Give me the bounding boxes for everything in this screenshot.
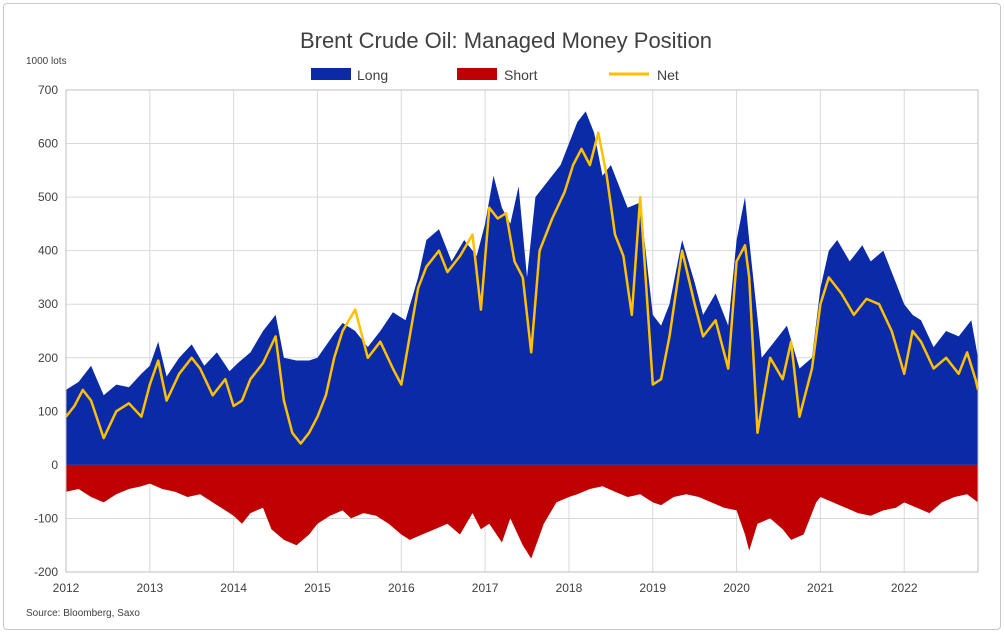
unit-label: 1000 lots [26,56,67,67]
y-tick-label-8: 600 [38,137,58,151]
y-tick-label-1: -100 [34,511,58,525]
legend-label-long: Long [357,67,388,83]
y-tick-label-5: 300 [38,297,58,311]
y-tick-label-9: 700 [38,83,58,97]
plot-border [65,89,979,573]
x-tick-label-2: 2014 [220,581,247,595]
x-tick-label-5: 2017 [472,581,499,595]
plot-areas [65,111,980,559]
x-tick-label-8: 2020 [723,581,750,595]
series-short-area [66,464,978,559]
x-tick-label-6: 2018 [556,581,583,595]
y-tick-label-4: 200 [38,351,58,365]
source-note: Source: Bloomberg, Saxo [26,608,140,619]
legend-swatch-short [457,68,497,80]
y-axis-ticks: -200 -100 0 100 200 300 400 500 600 700 [34,83,58,579]
legend-label-net: Net [657,67,679,83]
x-tick-label-1: 2013 [136,581,163,595]
x-axis-ticks: 2012 2013 2014 2015 2016 2017 2018 2019 2020 2021… [53,581,918,595]
y-tick-label-7: 500 [38,190,58,204]
chart-svg: Brent Crude Oil: Managed Money Position … [26,28,980,619]
y-tick-label-0: -200 [34,565,58,579]
series-net-line [65,131,980,445]
x-tick-label-10: 2022 [891,581,918,595]
x-tick-label-4: 2016 [388,581,415,595]
chart-frame: Brent Crude Oil: Managed Money Position … [3,3,1001,630]
series-long-area [66,111,978,465]
x-tick-label-3: 2015 [304,581,331,595]
legend: Long Short Net [311,67,679,83]
y-tick-label-3: 100 [38,404,58,418]
x-tick-label-9: 2021 [807,581,834,595]
legend-label-short: Short [504,67,538,83]
chart-title: Brent Crude Oil: Managed Money Position [300,28,712,53]
y-tick-label-2: 0 [51,458,58,472]
y-tick-label-6: 400 [38,244,58,258]
x-tick-label-7: 2019 [639,581,666,595]
x-tick-label-0: 2012 [53,581,80,595]
legend-swatch-long [311,68,351,80]
